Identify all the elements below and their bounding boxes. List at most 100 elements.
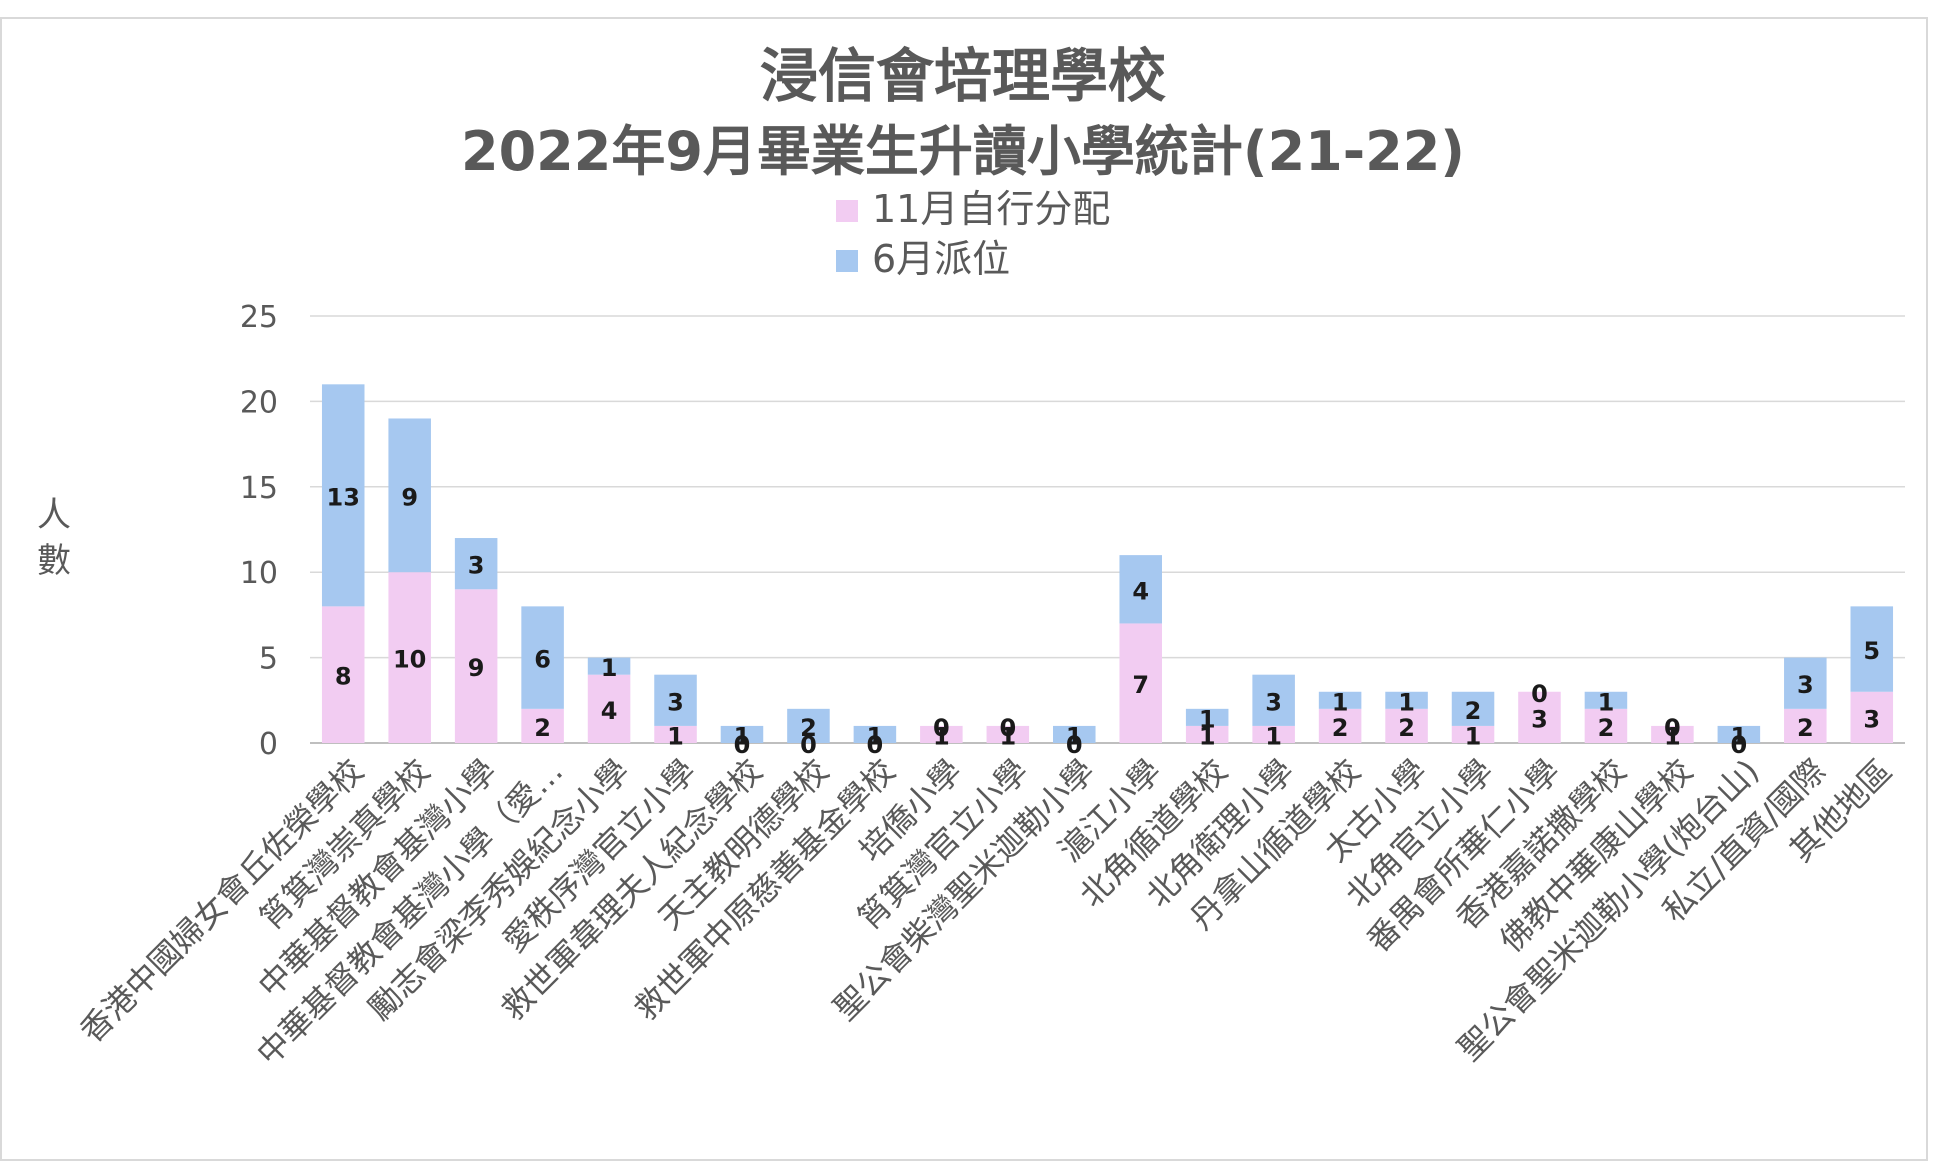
data-label-series-1: 0 bbox=[734, 731, 751, 759]
bar-segment-series-2 bbox=[853, 725, 897, 743]
bar-segment-series-2 bbox=[1252, 674, 1295, 726]
data-label-series-2: 1 bbox=[1731, 722, 1748, 750]
bar-segment-series-1 bbox=[1119, 623, 1162, 743]
data-label-series-2: 0 bbox=[1531, 680, 1548, 708]
data-label-series-1: 10 bbox=[393, 646, 426, 674]
y-tick-label: 5 bbox=[259, 642, 278, 677]
data-label-series-2: 3 bbox=[468, 552, 485, 580]
bar-segment-series-2 bbox=[1053, 725, 1096, 743]
data-label-series-2: 6 bbox=[534, 646, 551, 674]
bar-segment-series-2 bbox=[321, 384, 365, 607]
chart-title-line1: 浸信會培理學校 bbox=[760, 42, 1166, 110]
data-label-series-2: 0 bbox=[933, 714, 950, 742]
chart-title-line2: 2022年9月畢業生升讀小學統計(21-22) bbox=[461, 120, 1465, 183]
data-label-series-2: 1 bbox=[601, 654, 618, 682]
legend-label-series-2: 6月派位 bbox=[872, 237, 1010, 281]
data-label-series-2: 1 bbox=[1199, 705, 1216, 733]
data-label-series-1: 0 bbox=[800, 731, 817, 759]
bar-segment-series-2 bbox=[1850, 606, 1894, 692]
bar-segment-series-2 bbox=[1119, 555, 1162, 624]
data-label-series-1: 1 bbox=[667, 722, 684, 750]
y-tick-label: 25 bbox=[240, 300, 278, 335]
legend-label-series-1: 11月自行分配 bbox=[872, 187, 1110, 231]
legend-swatch-series-2 bbox=[836, 250, 858, 272]
bar-segment-series-1 bbox=[388, 572, 431, 743]
data-label-series-2: 13 bbox=[327, 483, 360, 511]
data-label-series-2: 9 bbox=[401, 483, 418, 511]
data-label-series-1: 0 bbox=[1731, 731, 1748, 759]
data-label-series-1: 1 bbox=[933, 722, 950, 750]
bars bbox=[321, 384, 1894, 743]
bar-segment-series-1 bbox=[654, 725, 697, 743]
bar-segment-series-1 bbox=[1850, 691, 1894, 743]
data-label-series-1: 1 bbox=[1265, 722, 1282, 750]
bar-segment-series-2 bbox=[388, 418, 431, 573]
data-label-series-2: 1 bbox=[734, 722, 751, 750]
data-label-series-1: 1 bbox=[999, 722, 1016, 750]
data-label-series-1: 2 bbox=[1598, 714, 1615, 742]
data-label-series-2: 0 bbox=[1664, 714, 1681, 742]
bar-segment-series-1 bbox=[1651, 725, 1694, 743]
data-label-series-2: 0 bbox=[999, 714, 1016, 742]
bar-segment-series-2 bbox=[521, 606, 564, 709]
bar-segment-series-1 bbox=[587, 674, 631, 743]
y-axis-label-char-2: 數 bbox=[37, 541, 71, 581]
data-label-series-1: 2 bbox=[1332, 714, 1349, 742]
bar-segment-series-1 bbox=[521, 708, 564, 743]
data-label-series-2: 1 bbox=[1332, 688, 1349, 716]
y-tick-label: 10 bbox=[240, 556, 278, 591]
data-label-series-2: 4 bbox=[1132, 577, 1149, 605]
bar-segment-series-1 bbox=[1252, 725, 1295, 743]
bar-segment-series-2 bbox=[454, 538, 498, 590]
y-tick-label: 0 bbox=[259, 727, 278, 762]
bar-segment-series-1 bbox=[1385, 708, 1428, 743]
bar-segment-series-2 bbox=[1185, 708, 1229, 726]
bar-segment-series-1 bbox=[1784, 708, 1827, 743]
bar-segment-series-2 bbox=[1318, 691, 1362, 709]
gridlines bbox=[310, 315, 1905, 744]
legend-swatch-series-1 bbox=[836, 200, 858, 222]
bar-segment-series-1 bbox=[1318, 708, 1362, 743]
legend: 11月自行分配 6月派位 bbox=[836, 187, 1110, 281]
bar-segment-series-1 bbox=[1518, 691, 1561, 743]
data-label-series-1: 1 bbox=[1664, 722, 1681, 750]
data-label-series-2: 1 bbox=[867, 722, 884, 750]
data-label-series-2: 2 bbox=[1465, 697, 1482, 725]
data-label-series-2: 1 bbox=[1066, 722, 1083, 750]
bar-segment-series-2 bbox=[1584, 691, 1628, 709]
bar-segment-series-1 bbox=[321, 606, 365, 743]
bar-segment-series-1 bbox=[1451, 725, 1495, 743]
bar-segment-series-1 bbox=[1185, 725, 1229, 743]
bar-segment-series-1 bbox=[920, 725, 963, 743]
data-label-series-1: 3 bbox=[1531, 705, 1548, 733]
data-label-series-2: 3 bbox=[1797, 671, 1814, 699]
bar-segment-series-1 bbox=[454, 589, 498, 743]
y-axis-label-char-1: 人 bbox=[37, 495, 71, 535]
bar-segment-series-2 bbox=[720, 725, 764, 743]
data-label-series-1: 1 bbox=[1199, 722, 1216, 750]
bar-segment-series-2 bbox=[1385, 691, 1428, 709]
data-label-series-1: 0 bbox=[1066, 731, 1083, 759]
data-label-series-2: 3 bbox=[1265, 688, 1282, 716]
bar-segment-series-1 bbox=[986, 725, 1030, 743]
data-label-series-2: 2 bbox=[800, 714, 817, 742]
data-label-series-1: 9 bbox=[468, 654, 485, 682]
data-label-series-2: 5 bbox=[1863, 637, 1880, 665]
data-label-series-1: 2 bbox=[534, 714, 551, 742]
data-label-series-1: 7 bbox=[1132, 671, 1149, 699]
data-label-series-1: 2 bbox=[1398, 714, 1415, 742]
data-label-series-1: 8 bbox=[335, 663, 352, 691]
bar-segment-series-1 bbox=[1584, 708, 1628, 743]
bar-segment-series-2 bbox=[1451, 691, 1495, 726]
bar-segment-series-2 bbox=[654, 674, 697, 726]
data-label-series-1: 1 bbox=[1465, 722, 1482, 750]
data-label-series-1: 3 bbox=[1863, 705, 1880, 733]
bar-segment-series-2 bbox=[1784, 657, 1827, 709]
data-label-series-2: 1 bbox=[1598, 688, 1615, 716]
data-label-series-2: 1 bbox=[1398, 688, 1415, 716]
data-label-series-2: 3 bbox=[667, 688, 684, 716]
bar-segment-series-2 bbox=[587, 657, 631, 675]
data-label-series-1: 4 bbox=[601, 697, 618, 725]
